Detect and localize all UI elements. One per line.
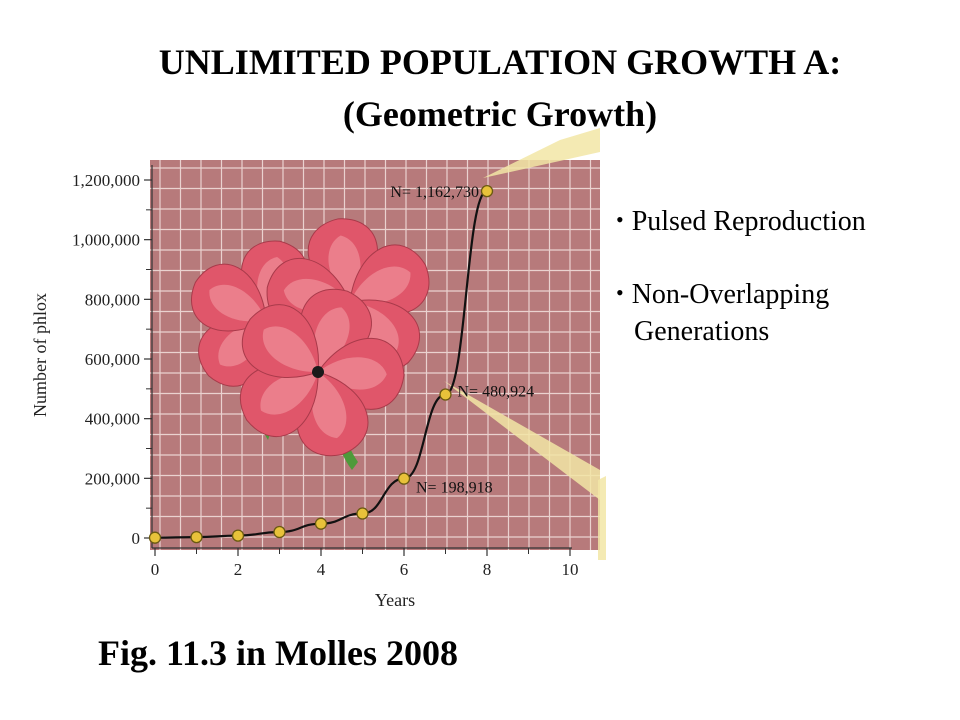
flower-center [312, 366, 324, 378]
y-tick-label: 200,000 [85, 469, 140, 488]
petal-highlight [350, 266, 411, 305]
data-annotations: N= 1,162,730 N= 480,924 N= 198,918 [390, 184, 534, 497]
x-tick-label: 6 [400, 560, 409, 579]
data-label: N= 480,924 [458, 384, 535, 401]
data-point [480, 184, 494, 198]
x-tick-label: 4 [317, 560, 326, 579]
data-point [314, 517, 328, 530]
petal-highlight [311, 372, 347, 439]
zoom-beam [444, 381, 600, 500]
x-axis-label: Years [375, 590, 415, 610]
flower-front [240, 288, 405, 457]
bullet-text-continuation: Generations [634, 316, 770, 347]
y-tick-label: 0 [132, 529, 141, 548]
data-point [231, 529, 245, 542]
y-tick-label: 400,000 [85, 410, 140, 429]
x-tick-label: 0 [151, 560, 160, 579]
bullet-dot-icon: • [616, 207, 624, 232]
axes: 0 200,000 400,000 600,000 800,000 1,000,000 1,… [30, 165, 579, 610]
petal-highlight [313, 307, 350, 372]
zoom-beam [483, 128, 600, 178]
y-tick-label: 1,000,000 [72, 231, 140, 250]
data-point [273, 525, 286, 539]
petal-highlight [209, 284, 266, 322]
y-tick-label: 600,000 [85, 350, 140, 369]
bullet-item: • Non-Overlapping Generations [616, 277, 866, 350]
data-point [397, 472, 411, 485]
x-tick-label: 10 [562, 560, 579, 579]
series-growth [148, 184, 494, 544]
data-point [190, 530, 203, 544]
bullet-dot-icon: • [616, 280, 624, 305]
figure-caption: Fig. 11.3 in Molles 2008 [98, 633, 458, 673]
data-label: N= 1,162,730 [390, 184, 479, 201]
y-tick-label: 1,200,000 [72, 171, 140, 190]
zoom-beam [598, 476, 606, 560]
bullet-item: • Pulsed Reproduction [616, 204, 866, 241]
x-tick-label: 8 [483, 560, 492, 579]
petal-highlight [260, 371, 318, 415]
data-point [356, 507, 369, 520]
petal-highlight [262, 326, 318, 373]
y-axis-label: Number of phlox [30, 293, 50, 417]
bullet-text: Non-Overlapping [631, 279, 830, 310]
bullet-list: • Pulsed Reproduction • Non-Overlapping Ge… [616, 204, 866, 386]
x-tick-label: 2 [234, 560, 243, 579]
zoom-beams [444, 128, 606, 560]
y-tick-label: 800,000 [85, 290, 140, 309]
slide-title-line1: UNLIMITED POPULATION GROWTH A: [158, 42, 842, 82]
slide-title-line2: (Geometric Growth) [342, 94, 658, 134]
phlox-flower-illustration [190, 218, 430, 470]
data-label: N= 198,918 [416, 480, 493, 497]
data-point [148, 531, 162, 544]
data-point [439, 388, 452, 401]
bullet-text: Pulsed Reproduction [631, 206, 866, 237]
series-line [154, 190, 488, 539]
